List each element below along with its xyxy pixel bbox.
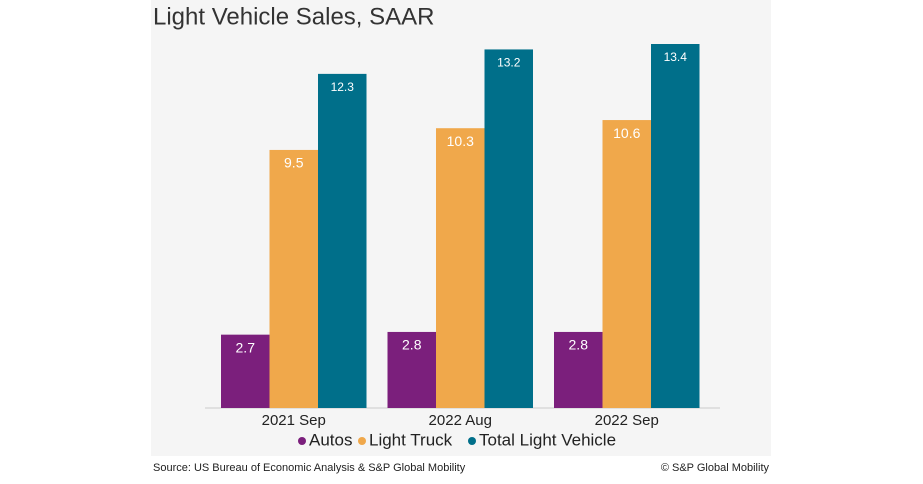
- x-tick-label: 2022 Sep: [595, 412, 659, 429]
- source-note: Source: US Bureau of Economic Analysis &…: [153, 462, 466, 474]
- copyright: © S&P Global Mobility: [661, 462, 770, 474]
- data-label: 2.8: [569, 337, 589, 353]
- bar: [387, 331, 436, 408]
- bar: [602, 120, 651, 409]
- data-label: 9.5: [284, 155, 304, 171]
- bar: [318, 73, 367, 408]
- legend-label: Light Truck: [369, 430, 453, 449]
- bar: [484, 49, 533, 409]
- data-label: 2.7: [236, 339, 256, 355]
- bar: [651, 44, 700, 408]
- data-label: 10.6: [613, 125, 640, 141]
- legend-label: Total Light Vehicle: [479, 430, 616, 449]
- bar: [436, 128, 485, 408]
- bar: [269, 149, 318, 408]
- data-label: 13.4: [664, 50, 688, 64]
- data-label: 2.8: [402, 337, 422, 353]
- x-tick-label: 2022 Aug: [429, 412, 492, 429]
- legend-marker: [468, 437, 476, 445]
- legend-marker: [298, 437, 306, 445]
- legend-label: Autos: [309, 430, 352, 449]
- legend-marker: [358, 437, 366, 445]
- x-tick-label: 2021 Sep: [262, 412, 326, 429]
- bar: [221, 334, 270, 408]
- data-label: 10.3: [447, 133, 474, 149]
- bar: [554, 331, 603, 408]
- data-label: 13.2: [497, 56, 521, 70]
- chart-title: Light Vehicle Sales, SAAR: [153, 3, 435, 30]
- data-label: 12.3: [331, 80, 355, 94]
